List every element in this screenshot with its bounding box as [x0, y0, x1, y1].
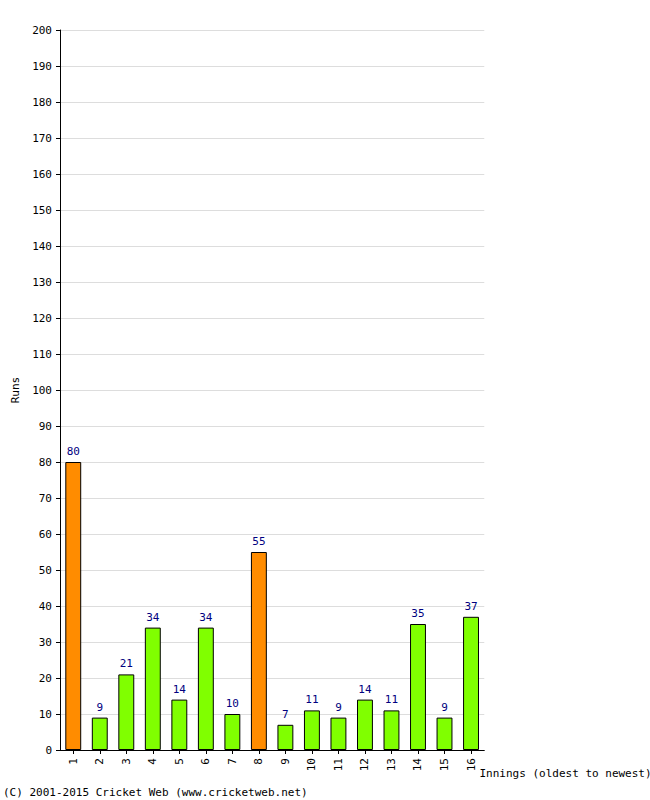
svg-text:140: 140 — [32, 240, 52, 253]
svg-text:11: 11 — [332, 758, 345, 771]
svg-text:110: 110 — [32, 348, 52, 361]
svg-text:70: 70 — [39, 492, 52, 505]
svg-text:40: 40 — [39, 600, 52, 613]
svg-text:14: 14 — [173, 683, 187, 696]
svg-text:20: 20 — [39, 672, 52, 685]
svg-text:4: 4 — [146, 758, 159, 765]
svg-text:10: 10 — [39, 708, 52, 721]
svg-text:80: 80 — [67, 445, 80, 458]
svg-text:34: 34 — [199, 611, 213, 624]
svg-text:60: 60 — [39, 528, 52, 541]
svg-text:35: 35 — [411, 607, 424, 620]
svg-text:90: 90 — [39, 420, 52, 433]
svg-text:(C) 2001-2015 Cricket Web (www: (C) 2001-2015 Cricket Web (www.cricketwe… — [3, 786, 308, 799]
svg-text:55: 55 — [252, 535, 265, 548]
svg-text:9: 9 — [335, 701, 342, 714]
svg-text:7: 7 — [282, 708, 289, 721]
svg-text:8: 8 — [252, 758, 265, 765]
svg-text:0: 0 — [45, 744, 52, 757]
svg-text:11: 11 — [305, 693, 318, 706]
svg-text:16: 16 — [465, 758, 478, 771]
svg-text:6: 6 — [199, 758, 212, 765]
svg-text:200: 200 — [32, 24, 52, 37]
svg-text:9: 9 — [441, 701, 448, 714]
svg-text:30: 30 — [39, 636, 52, 649]
svg-text:160: 160 — [32, 168, 52, 181]
svg-text:170: 170 — [32, 132, 52, 145]
svg-text:11: 11 — [385, 693, 398, 706]
svg-text:5: 5 — [173, 758, 186, 765]
svg-text:100: 100 — [32, 384, 52, 397]
svg-text:15: 15 — [438, 758, 451, 771]
svg-text:21: 21 — [120, 657, 133, 670]
svg-text:34: 34 — [146, 611, 160, 624]
svg-text:14: 14 — [411, 758, 424, 772]
svg-text:9: 9 — [279, 758, 292, 765]
svg-text:2: 2 — [93, 758, 106, 765]
svg-text:10: 10 — [305, 758, 318, 771]
svg-text:50: 50 — [39, 564, 52, 577]
svg-text:12: 12 — [358, 758, 371, 771]
svg-text:7: 7 — [226, 758, 239, 765]
svg-text:14: 14 — [358, 683, 372, 696]
svg-text:180: 180 — [32, 96, 52, 109]
svg-text:1: 1 — [67, 758, 80, 765]
svg-text:80: 80 — [39, 456, 52, 469]
svg-text:10: 10 — [226, 697, 239, 710]
svg-text:9: 9 — [96, 701, 103, 714]
svg-text:37: 37 — [464, 600, 477, 613]
svg-text:Innings (oldest to newest): Innings (oldest to newest) — [479, 767, 650, 780]
svg-text:3: 3 — [120, 758, 133, 765]
svg-text:13: 13 — [385, 758, 398, 771]
svg-text:130: 130 — [32, 276, 52, 289]
svg-text:120: 120 — [32, 312, 52, 325]
svg-text:190: 190 — [32, 60, 52, 73]
svg-text:150: 150 — [32, 204, 52, 217]
svg-text:Runs: Runs — [9, 377, 22, 404]
